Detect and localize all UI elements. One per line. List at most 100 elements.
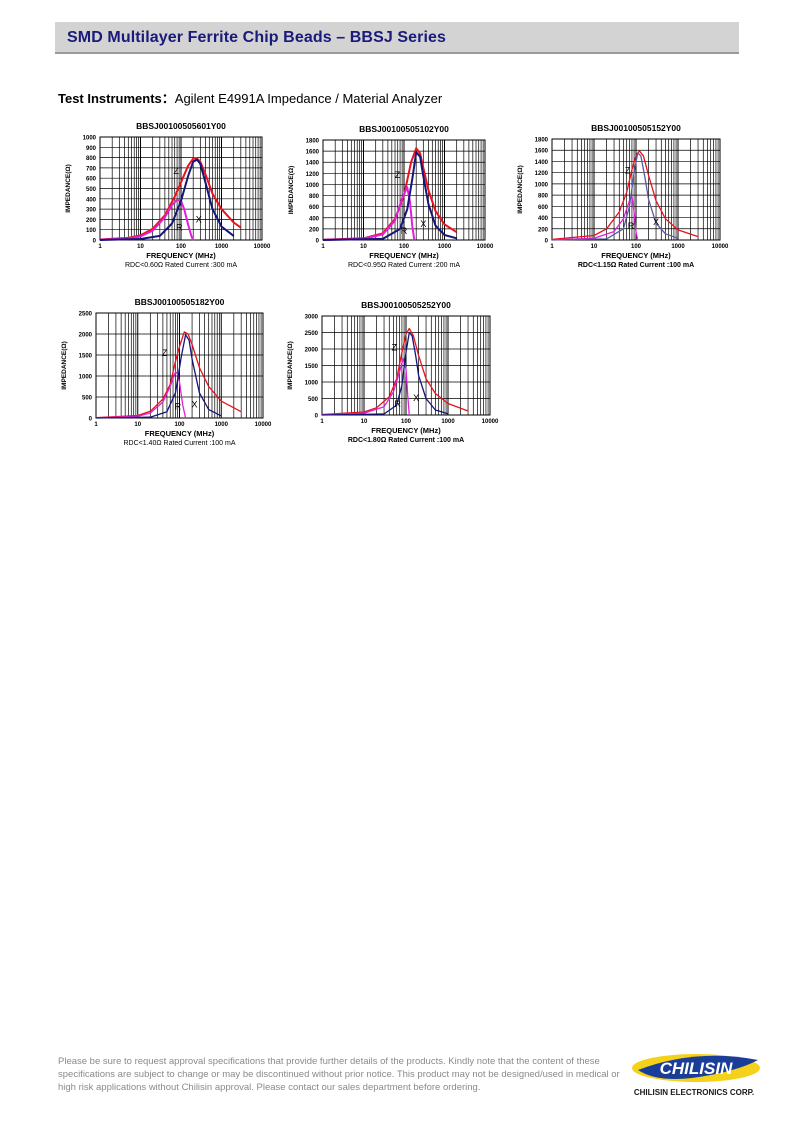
chilisin-logo: CHILISIN CHILISIN ELECTRONICS CORP.	[626, 1046, 766, 1102]
x-tick-label: 100	[399, 244, 410, 250]
series-x-line	[321, 331, 449, 416]
y-tick-label: 2000	[79, 333, 93, 339]
chart-caption: RDC<1.15Ω Rated Current :100 mA	[578, 262, 694, 269]
y-tick-label: 1000	[83, 136, 97, 142]
footer-disclaimer: Please be sure to request approval speci…	[58, 1056, 620, 1093]
y-tick-label: 2000	[305, 348, 319, 354]
y-tick-label: 1000	[79, 375, 93, 381]
series-x-line	[95, 334, 222, 419]
chart-152: 0 200 400 600 800 1000 1200 1400 1600 1800 1 10 100 1…	[515, 123, 735, 284]
chart-601: 0 100 200 300 400 500 600 700 800 900 1000 1 10 100 10…	[60, 118, 280, 278]
x-axis-label: FREQUENCY (MHz)	[601, 251, 671, 260]
y-tick-label: 1400	[306, 161, 320, 167]
series-r-line	[99, 198, 195, 241]
x-tick-label: 1000	[671, 244, 685, 250]
logo-brand: CHILISIN	[660, 1059, 733, 1078]
x-tick-label: 10	[360, 244, 367, 250]
chart-svg: 0 500 1000 1500 2000 2500 1 10 100 1000 10000 BBSJ0…	[61, 297, 272, 447]
y-tick-label: 800	[86, 156, 97, 162]
y-tick-label: 0	[316, 239, 320, 245]
y-tick-label: 3000	[305, 315, 319, 321]
x-tick-label: 10000	[254, 244, 271, 250]
series-z-line	[95, 331, 242, 419]
y-tick-label: 500	[82, 396, 93, 402]
curve-label-r: R	[394, 399, 401, 409]
y-tick-label: 2500	[79, 312, 93, 318]
y-tick-label: 1000	[535, 182, 549, 188]
series-x-line	[99, 158, 235, 241]
x-tick-label: 1	[550, 244, 554, 250]
series-x-line	[551, 152, 679, 241]
curve-label-r: R	[176, 223, 183, 233]
x-tick-label: 1	[320, 419, 324, 425]
y-tick-label: 2500	[305, 331, 319, 337]
y-tick-label: 1500	[79, 354, 93, 360]
y-tick-label: 0	[545, 239, 549, 245]
x-axis-label: FREQUENCY (MHz)	[369, 251, 439, 260]
x-tick-label: 10	[134, 422, 141, 428]
curve-label-r: R	[401, 226, 408, 236]
x-axis-label: FREQUENCY (MHz)	[146, 251, 216, 260]
chart-caption: RDC<0.95Ω Rated Current :200 mA	[348, 262, 460, 269]
curve-label-z: Z	[395, 170, 401, 180]
curve-label-x: X	[413, 393, 419, 403]
series-r-line	[321, 358, 410, 416]
y-tick-label: 200	[86, 218, 97, 224]
curve-label-z: Z	[173, 166, 179, 176]
x-tick-label: 10000	[255, 422, 272, 428]
x-axis-label: FREQUENCY (MHz)	[371, 426, 441, 435]
y-axis-label: IMPEDANCE(Ω)	[517, 165, 524, 214]
x-tick-label: 100	[401, 419, 412, 425]
y-tick-label: 100	[86, 228, 97, 234]
x-axis-label: FREQUENCY (MHz)	[145, 429, 215, 438]
series-r-line	[551, 195, 639, 241]
y-tick-label: 300	[86, 208, 97, 214]
y-axis-label: IMPEDANCE(Ω)	[65, 164, 72, 213]
x-tick-label: 10	[591, 244, 598, 250]
y-tick-label: 1600	[535, 149, 549, 155]
y-tick-label: 400	[86, 197, 97, 203]
curve-label-r: R	[175, 402, 182, 412]
x-tick-label: 10000	[712, 244, 729, 250]
series-z-line	[321, 327, 469, 416]
y-tick-label: 0	[315, 414, 319, 420]
y-tick-label: 800	[309, 194, 320, 200]
y-axis-label: IMPEDANCE(Ω)	[61, 341, 68, 390]
logo-graphic: CHILISIN CHILISIN ELECTRONICS CORP.	[632, 1054, 760, 1097]
x-tick-label: 100	[631, 244, 642, 250]
y-tick-label: 1000	[305, 381, 319, 387]
curve-label-r: R	[628, 221, 635, 231]
test-instruments: Test Instruments：Agilent E4991A Impedanc…	[58, 88, 442, 107]
y-tick-label: 600	[309, 205, 320, 211]
chart-svg: 0 500 1000 1500 2000 2500 3000 1 10 100 1000 10000 B…	[287, 300, 499, 444]
instruments-value: Agilent E4991A Impedance / Material Anal…	[174, 91, 443, 106]
curve-label-x: X	[420, 219, 426, 229]
y-tick-label: 1600	[306, 150, 320, 156]
instruments-label: Test Instruments：	[58, 91, 175, 106]
series-r-line	[95, 371, 187, 419]
curve-label-z: Z	[162, 348, 168, 358]
curve-label-x: X	[196, 214, 202, 224]
y-tick-label: 200	[538, 227, 549, 233]
x-tick-label: 1000	[215, 244, 229, 250]
y-tick-label: 400	[538, 216, 549, 222]
y-tick-label: 1200	[306, 172, 320, 178]
chart-svg: 0 200 400 600 800 1000 1200 1400 1600 1800 1 10 100 1…	[517, 123, 729, 269]
y-tick-label: 1800	[306, 139, 320, 145]
y-tick-label: 200	[309, 227, 320, 233]
y-tick-label: 400	[309, 216, 320, 222]
x-tick-label: 10000	[482, 419, 499, 425]
x-tick-label: 10000	[477, 244, 494, 250]
y-tick-label: 1500	[305, 364, 319, 370]
y-tick-label: 600	[538, 205, 549, 211]
x-tick-label: 1	[94, 422, 98, 428]
chart-title: BBSJ00100505152Y00	[591, 123, 681, 133]
logo-wave-icon	[638, 1055, 758, 1079]
chart-title: BBSJ00100505102Y00	[359, 124, 449, 134]
x-tick-label: 1000	[438, 244, 452, 250]
curve-label-x: X	[653, 217, 659, 227]
chart-title: BBSJ00100505252Y00	[361, 300, 451, 310]
y-tick-label: 800	[538, 194, 549, 200]
y-tick-label: 0	[89, 417, 93, 423]
x-tick-label: 100	[176, 244, 187, 250]
